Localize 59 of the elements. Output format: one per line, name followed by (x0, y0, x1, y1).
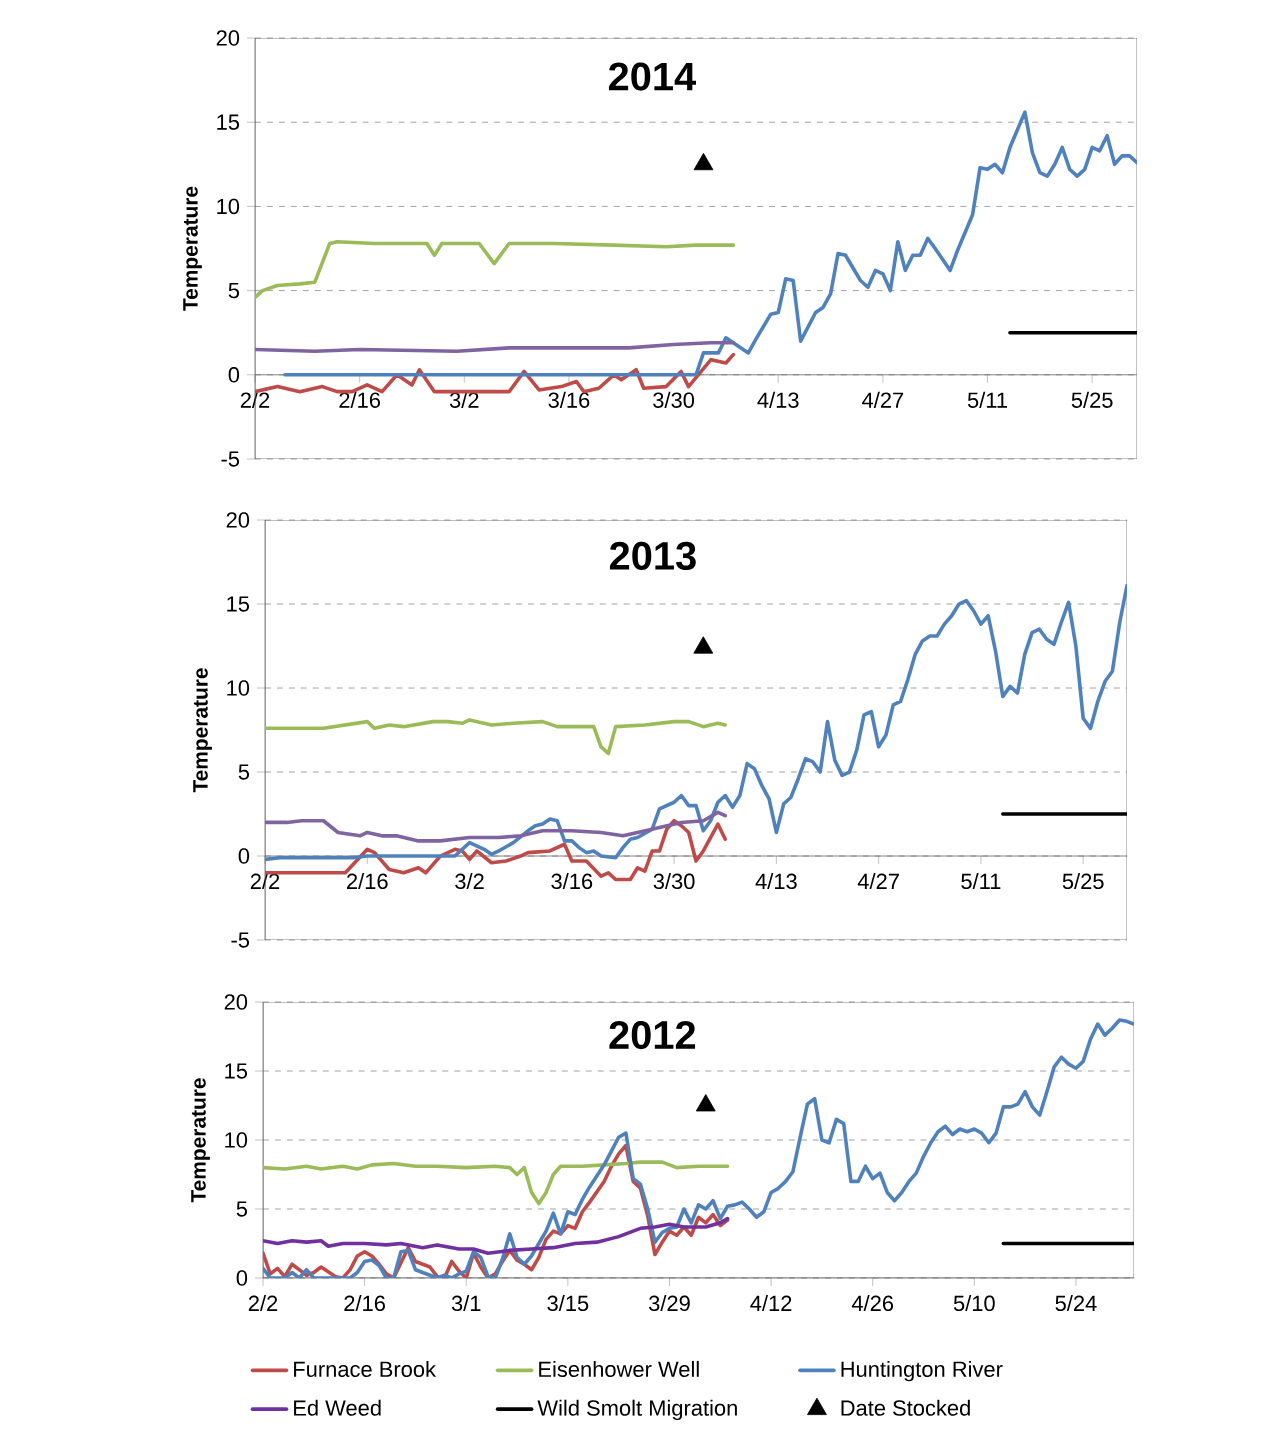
y-tick-label: 5 (238, 764, 250, 780)
legend-label: Ed Weed (294, 1399, 381, 1416)
legend-label: Wild Smolt Migration (537, 1399, 737, 1421)
y-axis-title: Temperature (183, 186, 202, 311)
legend-label: Huntington River (841, 1360, 1003, 1382)
legend-label: Date Stocked (841, 1399, 970, 1416)
x-tick-label: 3/2 (455, 873, 484, 890)
y-tick-label: -5 (221, 451, 240, 467)
x-tick-label: 3/16 (548, 391, 590, 408)
x-tick-label: 4/12 (750, 1295, 792, 1312)
x-tick-label: 3/1 (451, 1295, 481, 1312)
y-axis-title: Temperature (193, 668, 212, 793)
line-series (265, 718, 728, 756)
x-tick-label: 3/30 (653, 391, 695, 408)
x-tick-label: 4/27 (857, 873, 899, 890)
y-tick-label: 0 (228, 367, 240, 383)
y-tick-label: 20 (224, 994, 248, 1010)
x-tick-label: 2/2 (250, 873, 280, 890)
chart-title: 2013 (609, 541, 696, 571)
legend-label: Eisenhower Well (539, 1360, 699, 1378)
y-tick-label: 0 (238, 848, 250, 864)
x-tick-label: 5/24 (1055, 1295, 1097, 1312)
x-tick-label: 2/2 (248, 1295, 278, 1312)
y-axis-title: Temperature (191, 1078, 210, 1203)
chart-title: 2014 (608, 62, 696, 91)
x-tick-label: 3/29 (648, 1295, 690, 1312)
y-tick-label: 15 (227, 596, 250, 612)
y-tick-label: 5 (236, 1201, 248, 1217)
y-tick-label: 5 (228, 282, 240, 299)
legend-label: Furnace Brook (294, 1360, 437, 1378)
x-tick-label: 5/10 (953, 1295, 995, 1312)
y-tick-label: 20 (226, 512, 250, 528)
x-tick-label: 2/16 (344, 1295, 385, 1312)
x-tick-label: 4/13 (755, 873, 797, 890)
y-tick-label: 0 (236, 1270, 248, 1286)
line-series (263, 1216, 730, 1255)
y-tick-label: 10 (227, 680, 250, 696)
y-tick-label: 10 (225, 1132, 248, 1148)
x-tick-label: 5/25 (1062, 873, 1104, 890)
y-tick-label: 10 (217, 198, 240, 215)
y-tick-label: 15 (225, 1063, 248, 1079)
x-tick-label: 4/13 (757, 391, 799, 408)
x-tick-label: 4/27 (862, 391, 904, 408)
x-tick-label: 5/11 (961, 873, 1001, 890)
x-tick-label: 2/2 (240, 391, 270, 408)
line-series (283, 110, 1138, 377)
y-tick-label: 15 (217, 114, 240, 130)
x-tick-label: 3/2 (449, 391, 479, 408)
x-tick-label: 5/11 (967, 391, 1007, 408)
x-tick-label: 2/16 (339, 391, 380, 408)
x-tick-label: 3/16 (551, 873, 593, 890)
y-tick-label: -5 (231, 932, 250, 948)
x-tick-label: 3/30 (653, 873, 695, 890)
x-tick-label: 5/25 (1071, 391, 1113, 408)
x-tick-label: 4/26 (851, 1295, 894, 1312)
chart-title: 2012 (609, 1020, 696, 1050)
x-tick-label: 3/15 (547, 1295, 589, 1312)
y-tick-label: 20 (216, 30, 240, 46)
x-tick-label: 2/16 (347, 873, 388, 890)
